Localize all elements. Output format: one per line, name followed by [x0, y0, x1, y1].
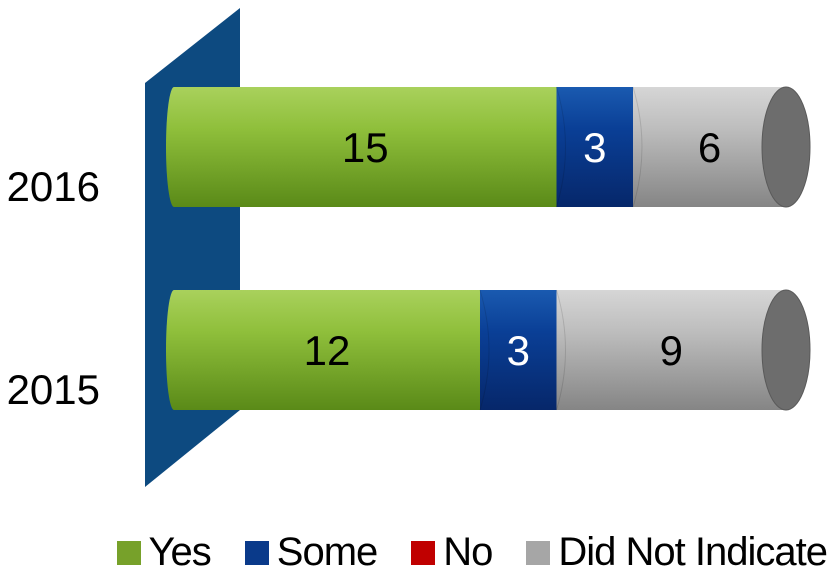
legend-item-yes: Yes: [116, 530, 212, 575]
bar-segment-2015-did-not-indicate: [556, 290, 786, 410]
bar-end-cap-2016: [761, 86, 811, 208]
data-label: 9: [660, 327, 683, 374]
legend-swatch: [244, 540, 269, 565]
legend-item-no: No: [411, 530, 493, 575]
bar-segment-2016-yes: [174, 87, 557, 207]
legend-item-some: Some: [244, 530, 378, 575]
legend-swatch: [411, 540, 436, 565]
bar-seam: [632, 86, 643, 208]
data-label: 12: [304, 327, 351, 374]
data-label: 3: [507, 327, 530, 374]
bar-seam: [556, 86, 566, 208]
chart-back-wall: [145, 8, 240, 487]
legend-swatch: [116, 540, 141, 565]
bar-seam: [479, 289, 490, 411]
category-labels: 2016 2015: [7, 163, 100, 413]
bar-seam: [556, 289, 566, 411]
bar-segment-2015-yes: [174, 290, 480, 410]
legend-swatch: [526, 540, 551, 565]
legend: Yes Some No Did Not Indicate: [0, 530, 831, 575]
category-label: 2016: [7, 163, 100, 210]
category-label: 2015: [7, 366, 100, 413]
bar-segment-2016-did-not-indicate: [633, 87, 786, 207]
bar-end-cap-2015: [761, 289, 811, 411]
data-label: 15: [342, 124, 389, 171]
bars-layer: 15 3 6 12 3 9: [166, 86, 811, 411]
data-label: 3: [583, 124, 606, 171]
bar-segment-2016-some: [556, 87, 633, 207]
legend-label: No: [443, 530, 493, 574]
bar-segment-2015-some: [480, 290, 557, 410]
legend-label: Some: [276, 530, 378, 574]
legend-item-did-not-indicate: Did Not Indicate: [526, 530, 828, 575]
data-label: 6: [698, 124, 721, 171]
legend-label: Did Not Indicate: [558, 530, 828, 574]
legend-label: Yes: [148, 530, 212, 574]
